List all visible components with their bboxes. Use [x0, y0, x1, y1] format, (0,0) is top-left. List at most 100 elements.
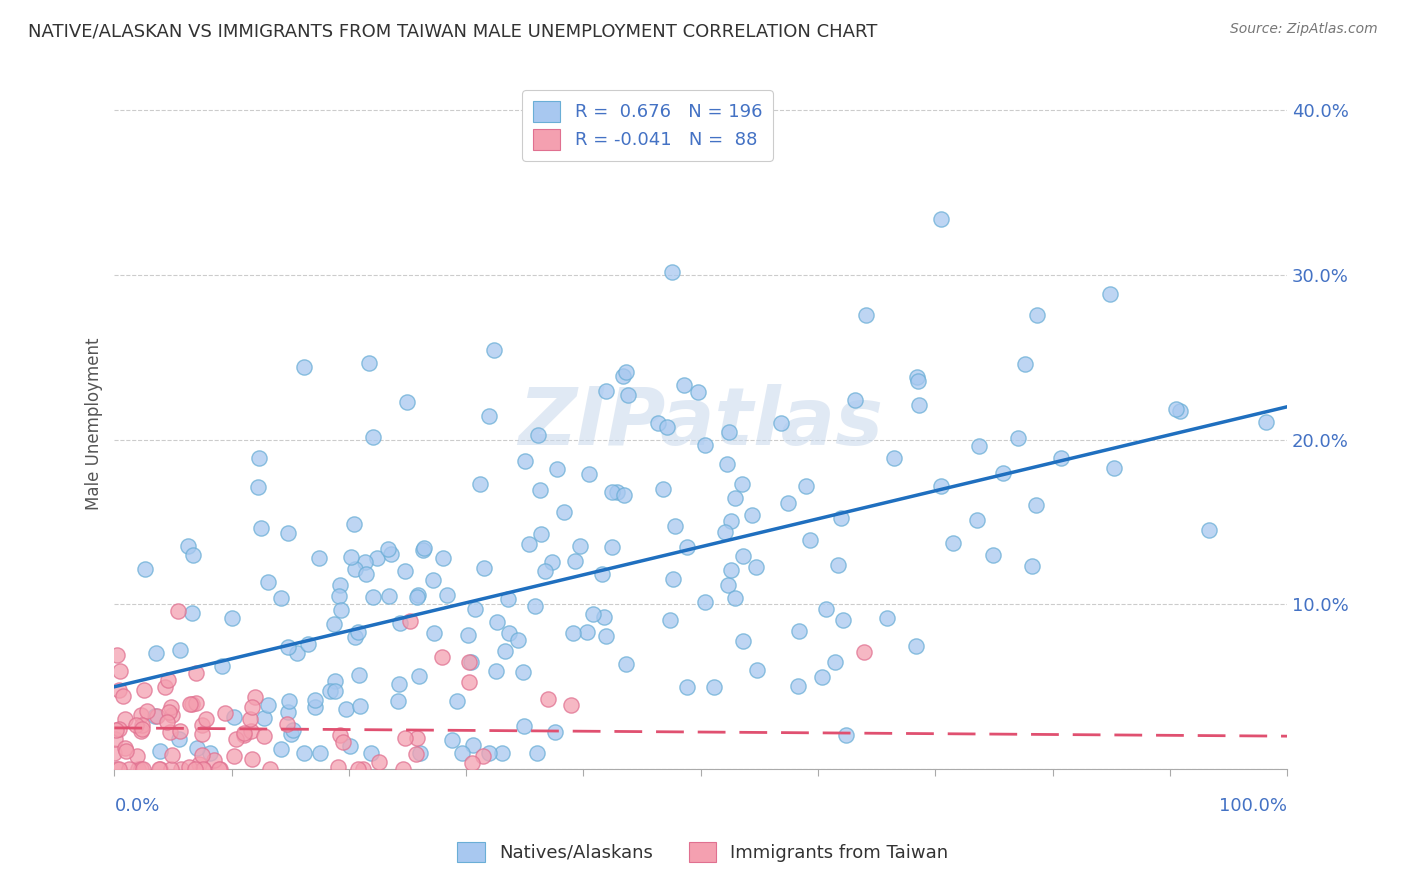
- Point: [232, 728, 254, 742]
- Point: [834, 728, 856, 742]
- Point: [432, 550, 454, 565]
- Text: 100.0%: 100.0%: [1219, 797, 1286, 814]
- Point: [211, 659, 233, 673]
- Point: [127, 749, 149, 764]
- Point: [540, 555, 562, 569]
- Point: [160, 699, 183, 714]
- Point: [328, 589, 350, 603]
- Point: [191, 748, 214, 763]
- Point: [285, 647, 308, 661]
- Point: [170, 762, 193, 776]
- Point: [105, 723, 128, 737]
- Point: [184, 666, 207, 681]
- Point: [270, 591, 292, 605]
- Point: [460, 655, 482, 669]
- Point: [458, 675, 481, 690]
- Point: [506, 632, 529, 647]
- Point: [160, 762, 183, 776]
- Point: [367, 755, 389, 769]
- Point: [115, 744, 138, 758]
- Point: [277, 640, 299, 654]
- Point: [304, 700, 326, 714]
- Point: [198, 746, 221, 760]
- Point: [399, 615, 422, 629]
- Point: [412, 541, 434, 555]
- Point: [612, 368, 634, 383]
- Point: [259, 762, 281, 776]
- Point: [582, 607, 605, 621]
- Point: [713, 525, 735, 540]
- Point: [564, 554, 586, 568]
- Point: [529, 483, 551, 497]
- Point: [652, 482, 675, 496]
- Point: [134, 562, 156, 576]
- Point: [209, 762, 232, 776]
- Point: [177, 539, 200, 553]
- Point: [496, 591, 519, 606]
- Point: [159, 724, 181, 739]
- Point: [486, 615, 509, 629]
- Point: [131, 722, 153, 736]
- Point: [494, 644, 516, 658]
- Point: [661, 265, 683, 279]
- Point: [498, 625, 520, 640]
- Point: [461, 756, 484, 770]
- Point: [844, 392, 866, 407]
- Point: [156, 714, 179, 729]
- Point: [1254, 415, 1277, 429]
- Point: [202, 753, 225, 767]
- Point: [966, 513, 988, 527]
- Point: [464, 601, 486, 615]
- Point: [827, 558, 849, 573]
- Point: [733, 634, 755, 648]
- Point: [478, 409, 501, 423]
- Point: [108, 762, 131, 776]
- Point: [240, 752, 263, 766]
- Point: [613, 487, 636, 501]
- Point: [688, 384, 710, 399]
- Point: [114, 712, 136, 726]
- Point: [967, 438, 990, 452]
- Point: [297, 637, 319, 651]
- Point: [343, 562, 366, 576]
- Point: [515, 454, 537, 468]
- Point: [104, 731, 127, 746]
- Point: [361, 590, 384, 604]
- Point: [162, 708, 184, 723]
- Point: [537, 691, 560, 706]
- Point: [335, 702, 357, 716]
- Point: [184, 762, 207, 776]
- Point: [720, 514, 742, 528]
- Point: [1102, 461, 1125, 475]
- Point: [595, 384, 617, 399]
- Point: [1007, 431, 1029, 445]
- Point: [349, 668, 371, 682]
- Point: [412, 542, 434, 557]
- Point: [214, 706, 236, 720]
- Point: [430, 650, 453, 665]
- Point: [405, 747, 427, 762]
- Point: [134, 683, 156, 698]
- Point: [661, 572, 683, 586]
- Point: [360, 746, 382, 760]
- Point: [149, 762, 172, 776]
- Point: [905, 370, 928, 384]
- Point: [595, 629, 617, 643]
- Point: [578, 467, 600, 482]
- Point: [319, 683, 342, 698]
- Point: [1168, 403, 1191, 417]
- Point: [675, 541, 697, 555]
- Point: [392, 762, 415, 776]
- Point: [517, 537, 540, 551]
- Point: [169, 724, 191, 739]
- Y-axis label: Male Unemployment: Male Unemployment: [86, 337, 103, 509]
- Point: [394, 565, 416, 579]
- Point: [614, 366, 637, 380]
- Point: [330, 603, 353, 617]
- Point: [356, 566, 378, 581]
- Point: [855, 308, 877, 322]
- Point: [1166, 402, 1188, 417]
- Point: [349, 698, 371, 713]
- Point: [145, 646, 167, 660]
- Point: [1198, 523, 1220, 537]
